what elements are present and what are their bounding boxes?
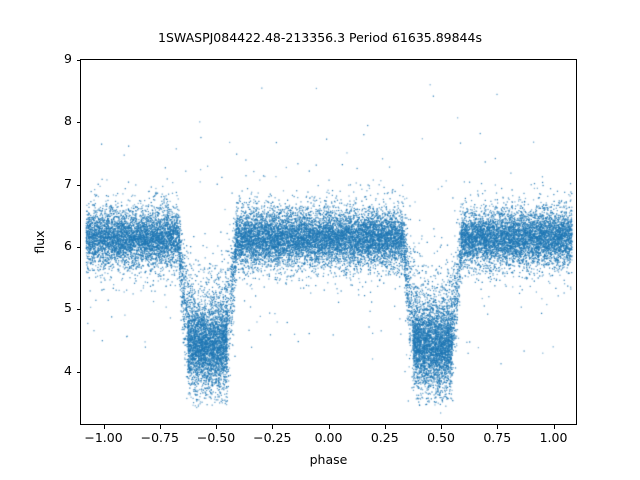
x-axis-label: phase bbox=[309, 452, 348, 467]
x-tick-mark bbox=[553, 425, 555, 429]
x-tick-mark bbox=[384, 425, 386, 429]
y-axis-label: flux bbox=[32, 230, 47, 254]
y-tick-mark bbox=[76, 309, 80, 311]
y-tick-mark bbox=[76, 371, 80, 373]
chart-title: 1SWASPJ084422.48-213356.3 Period 61635.8… bbox=[158, 30, 482, 45]
x-tick-mark bbox=[216, 425, 217, 429]
plot-axes-area bbox=[80, 59, 577, 425]
x-tick-mark bbox=[272, 425, 274, 429]
y-tick-mark bbox=[76, 184, 80, 186]
y-tick-mark bbox=[76, 122, 80, 124]
x-tick-mark bbox=[497, 425, 499, 429]
scatter-plot-points bbox=[81, 60, 576, 424]
x-tick-mark bbox=[441, 425, 442, 429]
x-tick-mark bbox=[159, 425, 161, 429]
x-tick-mark bbox=[328, 425, 330, 429]
y-tick-mark bbox=[76, 60, 80, 61]
y-tick-mark bbox=[76, 246, 80, 248]
x-tick-mark bbox=[103, 425, 105, 429]
